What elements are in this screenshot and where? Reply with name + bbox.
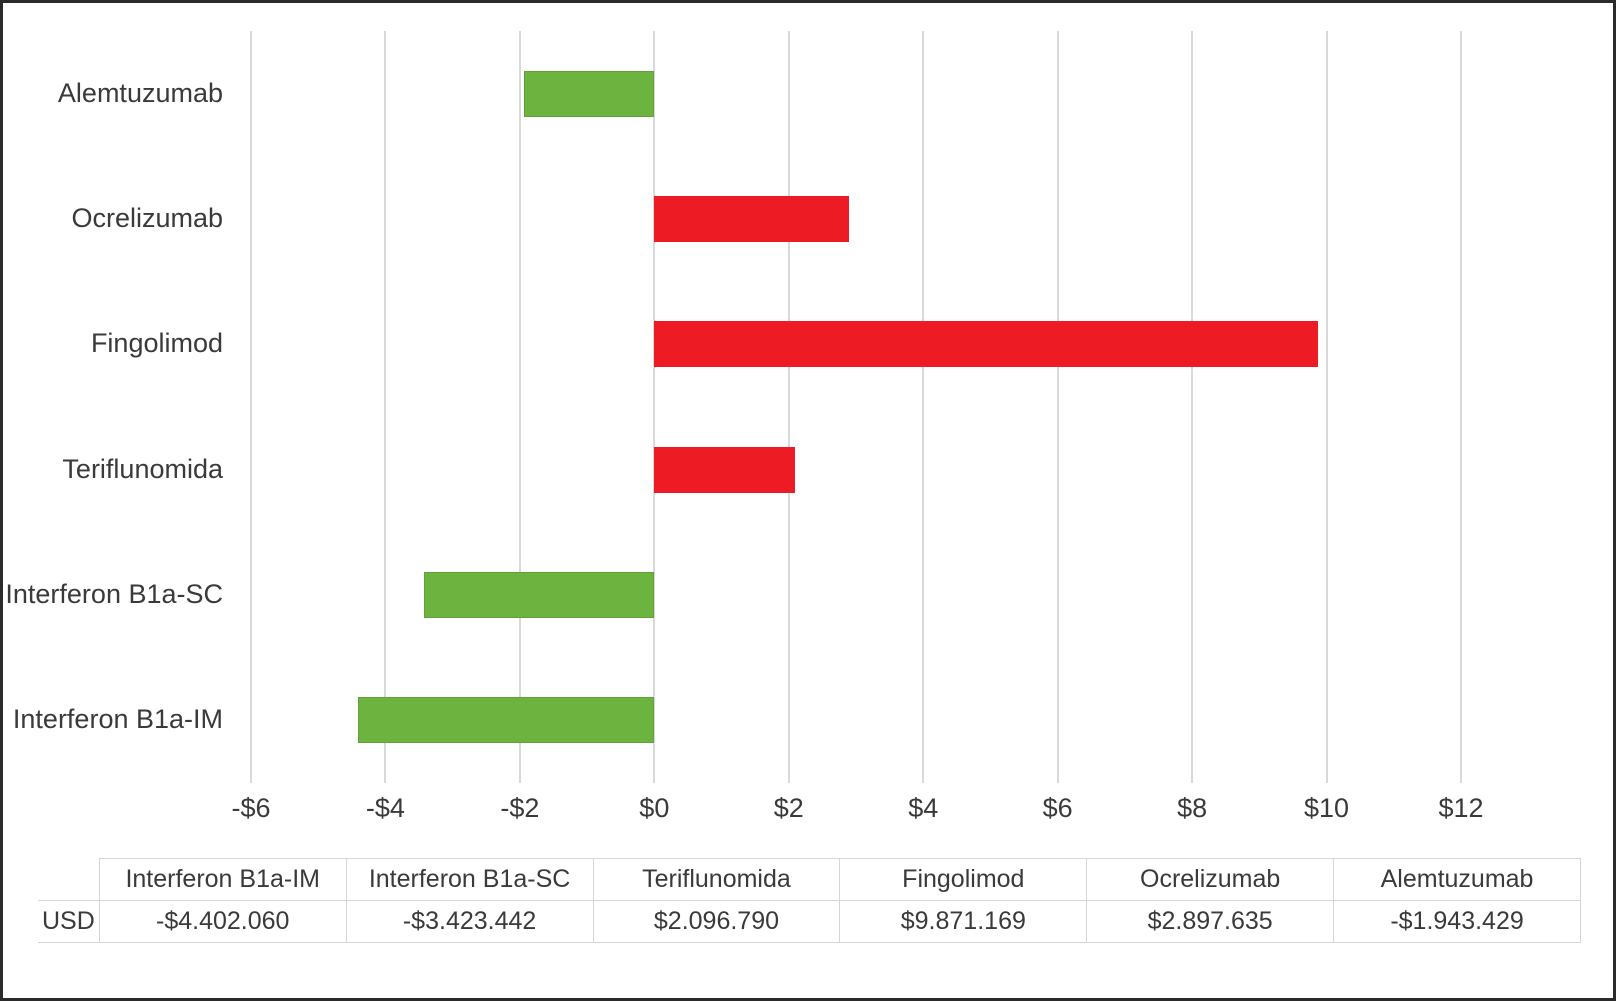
- table-column-header: Teriflunomida: [592, 858, 841, 901]
- bar-chart: Alemtuzumab Ocrelizumab Fingolimod Teriflun…: [3, 3, 1613, 793]
- table-cell: -$1.943.429: [1333, 900, 1581, 943]
- gridline: [1191, 31, 1194, 783]
- table-cell: -$4.402.060: [98, 900, 347, 943]
- x-axis-tick-0: -$6: [231, 793, 271, 823]
- x-axis-tick-4: $2: [773, 793, 804, 823]
- table-cell: $2.897.635: [1086, 900, 1335, 943]
- table-column-header: Alemtuzumab: [1333, 858, 1581, 901]
- gridline: [787, 31, 790, 783]
- gridline: [250, 31, 252, 783]
- x-axis-tick-6: $6: [1042, 793, 1073, 823]
- y-axis-label-interferon-b1a-sc: Interferon B1a-SC: [5, 579, 223, 609]
- gridline: [1325, 31, 1328, 783]
- plot-area: [250, 31, 1462, 783]
- table-row-header: USD: [38, 900, 100, 943]
- y-axis-label-teriflunomida: Teriflunomida: [62, 453, 223, 484]
- x-axis-tick-3: $0: [639, 793, 670, 823]
- data-table: Interferon B1a-IM Interferon B1a-SC Terifl…: [38, 858, 1581, 943]
- table-row: USD -$4.402.060 -$3.423.442 $2.096.790 $9.8…: [38, 900, 1581, 943]
- gridline: [1056, 31, 1059, 783]
- y-axis-label-ocrelizumab: Ocrelizumab: [71, 203, 223, 233]
- x-axis-tick-1: -$4: [365, 793, 405, 823]
- bar-teriflunomida[interactable]: [654, 446, 796, 493]
- table-corner-cell: [38, 859, 99, 901]
- y-axis-labels: Alemtuzumab Ocrelizumab Fingolimod Teriflun…: [3, 31, 231, 783]
- table-cell: $9.871.169: [839, 900, 1088, 943]
- bar-alemtuzumab[interactable]: [523, 70, 655, 117]
- y-axis-label-interferon-b1a-im: Interferon B1a-IM: [12, 704, 223, 735]
- x-axis-tick-5: $4: [908, 793, 939, 823]
- bar-interferon-b1a-sc[interactable]: [424, 572, 655, 618]
- table-column-header: Fingolimod: [839, 858, 1088, 901]
- table-header-row: Interferon B1a-IM Interferon B1a-SC Terifl…: [38, 858, 1581, 901]
- table-cell: $2.096.790: [592, 900, 841, 943]
- table-column-header: Interferon B1a-SC: [345, 858, 594, 901]
- table-column-header: Ocrelizumab: [1086, 858, 1335, 901]
- table-column-header: Interferon B1a-IM: [98, 858, 347, 901]
- gridline: [1460, 31, 1462, 783]
- x-axis-tick-7: $8: [1177, 793, 1208, 823]
- gridline: [384, 31, 387, 783]
- gridline: [922, 31, 925, 783]
- gridline: [653, 31, 656, 783]
- y-axis-label-alemtuzumab: Alemtuzumab: [57, 77, 223, 108]
- x-axis-labels: -$6 -$4 -$2 $0 $2 $4 $6 $8 $10 $12: [3, 793, 1613, 845]
- bar-fingolimod[interactable]: [654, 321, 1318, 368]
- x-axis-tick-2: -$2: [500, 793, 540, 823]
- x-axis-tick-9: $12: [1438, 793, 1484, 823]
- bar-ocrelizumab[interactable]: [654, 196, 850, 242]
- gridline: [518, 31, 521, 783]
- x-axis-tick-8: $10: [1304, 793, 1350, 823]
- table-cell: -$3.423.442: [345, 900, 594, 943]
- bar-interferon-b1a-im[interactable]: [358, 697, 655, 744]
- y-axis-label-fingolimod: Fingolimod: [90, 328, 223, 359]
